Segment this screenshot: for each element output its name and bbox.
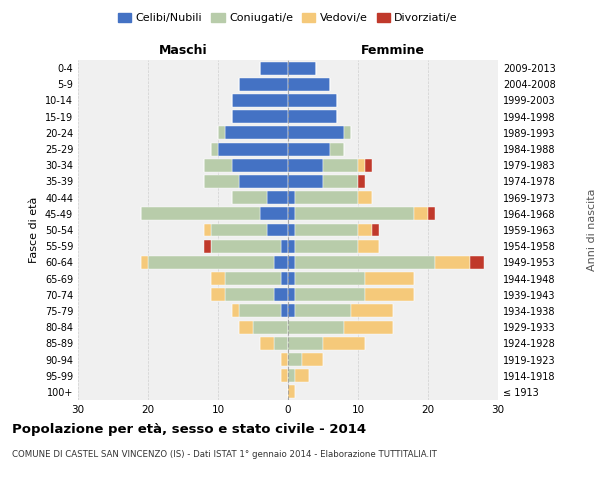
Bar	[204, 224, 211, 236]
Bar	[239, 304, 281, 318]
Bar	[288, 142, 330, 156]
Bar	[288, 240, 295, 252]
Text: Maschi: Maschi	[158, 44, 208, 57]
Bar	[323, 175, 358, 188]
Bar	[288, 126, 344, 140]
Bar	[344, 320, 393, 334]
Bar	[239, 320, 253, 334]
Text: Anni di nascita: Anni di nascita	[587, 188, 597, 271]
Bar	[204, 240, 211, 252]
Bar	[344, 126, 351, 140]
Bar	[204, 175, 239, 188]
Bar	[372, 224, 379, 236]
Bar	[211, 272, 225, 285]
Bar	[288, 191, 295, 204]
Bar	[260, 208, 288, 220]
Bar	[295, 272, 365, 285]
Bar	[358, 191, 372, 204]
Bar	[288, 337, 323, 350]
Bar	[295, 208, 414, 220]
Bar	[365, 288, 414, 301]
Bar	[365, 272, 414, 285]
Bar	[218, 126, 225, 140]
Bar	[211, 288, 225, 301]
Bar	[288, 256, 295, 269]
Bar	[281, 369, 288, 382]
Bar	[281, 272, 288, 285]
Bar	[141, 256, 148, 269]
Bar	[288, 224, 295, 236]
Bar	[211, 142, 218, 156]
Text: COMUNE DI CASTEL SAN VINCENZO (IS) - Dati ISTAT 1° gennaio 2014 - Elaborazione T: COMUNE DI CASTEL SAN VINCENZO (IS) - Dat…	[12, 450, 437, 459]
Y-axis label: Fasce di età: Fasce di età	[29, 197, 39, 263]
Bar	[232, 110, 288, 123]
Text: Femmine: Femmine	[361, 44, 425, 57]
Bar	[358, 175, 365, 188]
Bar	[288, 159, 323, 172]
Bar	[225, 272, 281, 285]
Bar	[288, 320, 344, 334]
Bar	[253, 320, 288, 334]
Bar	[288, 353, 302, 366]
Text: Popolazione per età, sesso e stato civile - 2014: Popolazione per età, sesso e stato civil…	[12, 422, 366, 436]
Bar	[239, 78, 288, 91]
Bar	[274, 288, 288, 301]
Bar	[281, 304, 288, 318]
Bar	[295, 369, 309, 382]
Bar	[288, 208, 295, 220]
Bar	[225, 288, 274, 301]
Bar	[274, 337, 288, 350]
Bar	[470, 256, 484, 269]
Bar	[218, 142, 288, 156]
Bar	[295, 256, 435, 269]
Bar	[281, 353, 288, 366]
Bar	[358, 240, 379, 252]
Bar	[288, 62, 316, 74]
Bar	[330, 142, 344, 156]
Bar	[274, 256, 288, 269]
Bar	[281, 240, 288, 252]
Bar	[288, 304, 295, 318]
Bar	[225, 126, 288, 140]
Bar	[295, 304, 351, 318]
Bar	[358, 224, 372, 236]
Bar	[365, 159, 372, 172]
Bar	[302, 353, 323, 366]
Legend: Celibi/Nubili, Coniugati/e, Vedovi/e, Divorziati/e: Celibi/Nubili, Coniugati/e, Vedovi/e, Di…	[113, 8, 463, 28]
Bar	[232, 191, 267, 204]
Bar	[295, 240, 358, 252]
Bar	[288, 386, 295, 398]
Bar	[295, 288, 365, 301]
Bar	[148, 256, 274, 269]
Bar	[204, 159, 232, 172]
Bar	[288, 288, 295, 301]
Bar	[267, 191, 288, 204]
Bar	[288, 78, 330, 91]
Bar	[141, 208, 260, 220]
Bar	[288, 272, 295, 285]
Bar	[288, 175, 323, 188]
Bar	[260, 62, 288, 74]
Bar	[232, 304, 239, 318]
Bar	[267, 224, 288, 236]
Bar	[323, 337, 365, 350]
Bar	[288, 94, 337, 107]
Bar	[232, 159, 288, 172]
Bar	[232, 94, 288, 107]
Bar	[435, 256, 470, 269]
Bar	[211, 224, 267, 236]
Bar	[295, 191, 358, 204]
Bar	[351, 304, 393, 318]
Bar	[211, 240, 281, 252]
Bar	[358, 159, 365, 172]
Bar	[288, 110, 337, 123]
Bar	[414, 208, 428, 220]
Bar	[323, 159, 358, 172]
Bar	[239, 175, 288, 188]
Bar	[428, 208, 435, 220]
Bar	[295, 224, 358, 236]
Bar	[260, 337, 274, 350]
Bar	[288, 369, 295, 382]
